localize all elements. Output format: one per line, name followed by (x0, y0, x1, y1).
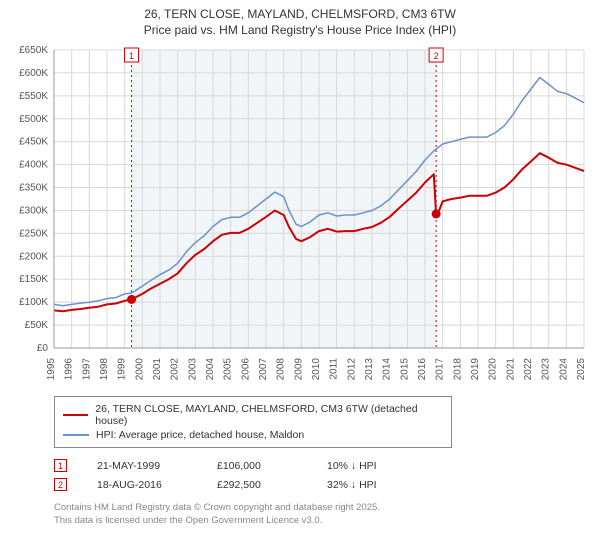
legend-row: HPI: Average price, detached house, Mald… (63, 428, 443, 442)
svg-text:2: 2 (434, 51, 439, 61)
svg-text:£400K: £400K (19, 160, 48, 171)
svg-text:2019: 2019 (470, 358, 481, 381)
svg-text:£600K: £600K (19, 68, 48, 79)
title-line-2: Price paid vs. HM Land Registry's House … (0, 22, 600, 38)
svg-text:£100K: £100K (19, 298, 48, 309)
svg-text:£200K: £200K (19, 252, 48, 263)
sale-price: £106,000 (217, 460, 297, 472)
svg-text:2007: 2007 (258, 358, 269, 381)
svg-text:1997: 1997 (81, 358, 92, 381)
svg-text:£350K: £350K (19, 183, 48, 194)
chart-container: 26, TERN CLOSE, MAYLAND, CHELMSFORD, CM3… (0, 0, 600, 528)
svg-text:2000: 2000 (134, 358, 145, 381)
svg-text:2009: 2009 (293, 358, 304, 381)
sale-delta: 10% ↓ HPI (327, 460, 377, 472)
sale-marker-icon: 1 (54, 459, 67, 472)
legend-swatch-hpi (63, 434, 89, 436)
svg-text:£650K: £650K (19, 45, 48, 56)
svg-text:2001: 2001 (152, 358, 163, 381)
svg-text:2006: 2006 (240, 358, 251, 381)
svg-text:2024: 2024 (558, 358, 569, 381)
svg-text:2012: 2012 (346, 358, 357, 381)
svg-text:2022: 2022 (523, 358, 534, 381)
svg-text:1996: 1996 (64, 358, 75, 381)
title-block: 26, TERN CLOSE, MAYLAND, CHELMSFORD, CM3… (0, 0, 600, 38)
svg-text:1995: 1995 (46, 358, 57, 381)
svg-text:2018: 2018 (452, 358, 463, 381)
svg-text:2014: 2014 (382, 358, 393, 381)
svg-text:£150K: £150K (19, 275, 48, 286)
svg-text:2015: 2015 (399, 358, 410, 381)
sale-marker-icon: 2 (54, 478, 67, 491)
title-line-1: 26, TERN CLOSE, MAYLAND, CHELMSFORD, CM3… (0, 6, 600, 22)
sales-block: 1 21-MAY-1999 £106,000 10% ↓ HPI 2 18-AU… (54, 456, 600, 494)
footer-line-2: This data is licensed under the Open Gov… (54, 515, 600, 528)
sale-date: 21-MAY-1999 (97, 460, 187, 472)
svg-text:£250K: £250K (19, 229, 48, 240)
legend-label: HPI: Average price, detached house, Mald… (96, 429, 304, 441)
svg-text:2002: 2002 (170, 358, 181, 381)
sale-price: £292,500 (217, 479, 297, 491)
svg-text:2004: 2004 (205, 358, 216, 381)
legend-box: 26, TERN CLOSE, MAYLAND, CHELMSFORD, CM3… (54, 396, 452, 448)
svg-text:1: 1 (129, 51, 134, 61)
svg-text:2025: 2025 (576, 358, 587, 381)
svg-text:2023: 2023 (541, 358, 552, 381)
svg-text:2005: 2005 (223, 358, 234, 381)
svg-text:2017: 2017 (435, 358, 446, 381)
legend-row: 26, TERN CLOSE, MAYLAND, CHELMSFORD, CM3… (63, 402, 443, 428)
svg-text:£450K: £450K (19, 137, 48, 148)
footer-line-1: Contains HM Land Registry data © Crown c… (54, 502, 600, 515)
sale-row: 2 18-AUG-2016 £292,500 32% ↓ HPI (54, 475, 600, 494)
svg-text:2011: 2011 (329, 358, 340, 380)
svg-text:£300K: £300K (19, 206, 48, 217)
sale-date: 18-AUG-2016 (97, 479, 187, 491)
svg-text:2013: 2013 (364, 358, 375, 381)
svg-text:2003: 2003 (187, 358, 198, 381)
svg-text:2020: 2020 (488, 358, 499, 381)
legend-label: 26, TERN CLOSE, MAYLAND, CHELMSFORD, CM3… (95, 403, 443, 427)
svg-text:£0: £0 (37, 343, 49, 354)
svg-text:£500K: £500K (19, 114, 48, 125)
chart-svg: £0 £50K £100K £150K £200K £250K £300K £350K £400… (0, 38, 600, 388)
chart-area: £0 £50K £100K £150K £200K £250K £300K £350K £400… (0, 38, 600, 388)
svg-text:2008: 2008 (276, 358, 287, 381)
svg-text:1999: 1999 (117, 358, 128, 381)
svg-text:£50K: £50K (25, 320, 49, 331)
legend-swatch-price (63, 414, 88, 416)
svg-text:£550K: £550K (19, 91, 48, 102)
svg-text:1998: 1998 (99, 358, 110, 381)
svg-text:2016: 2016 (417, 358, 428, 381)
footer-note: Contains HM Land Registry data © Crown c… (54, 502, 600, 528)
sale-row: 1 21-MAY-1999 £106,000 10% ↓ HPI (54, 456, 600, 475)
sale-delta: 32% ↓ HPI (327, 479, 377, 491)
svg-text:2010: 2010 (311, 358, 322, 381)
svg-text:2021: 2021 (505, 358, 516, 381)
